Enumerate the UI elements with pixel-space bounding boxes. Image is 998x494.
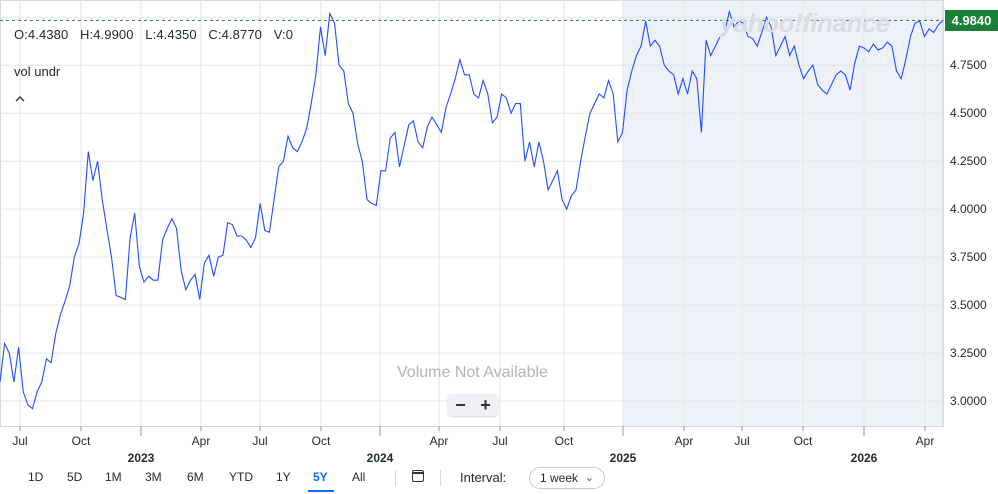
y-tick-label: 4.5000 <box>950 106 987 120</box>
x-month-label: Apr <box>916 434 935 448</box>
highlight-band-2025 <box>623 0 864 426</box>
highlight-band-2026 <box>864 0 943 426</box>
x-month-label: Jul <box>252 434 267 448</box>
zoom-in-button[interactable]: + <box>480 395 491 415</box>
range-toolbar: 1D 5D 1M 3M 6M YTD 1Y 5Y All Interval: 1… <box>0 462 998 494</box>
range-3m-button[interactable]: 3M <box>145 470 162 484</box>
y-tick-label: 4.0000 <box>950 202 987 216</box>
interval-select[interactable]: 1 week ⌄ <box>529 467 605 489</box>
volume-not-available: Volume Not Available <box>397 364 548 381</box>
volume-indicator-label[interactable]: vol undr <box>14 64 61 79</box>
x-month-label: Oct <box>555 434 574 448</box>
yahoo-finance-watermark: yahoo!finance <box>720 8 890 38</box>
x-year-label: 2026 <box>851 451 878 465</box>
interval-label: Interval: <box>460 470 507 485</box>
x-month-label: Apr <box>675 434 694 448</box>
interval-value: 1 week <box>540 471 579 485</box>
range-all-button[interactable]: All <box>352 470 366 484</box>
range-1y-button[interactable]: 1Y <box>276 470 291 484</box>
y-tick-label: 3.0000 <box>950 394 987 408</box>
range-5d-button[interactable]: 5D <box>67 470 83 484</box>
x-month-label: Oct <box>312 434 331 448</box>
x-year-label: 2025 <box>610 451 637 465</box>
high-value: H:4.9900 <box>80 27 134 42</box>
x-year-label: 2024 <box>367 451 394 465</box>
range-1d-button[interactable]: 1D <box>28 470 44 484</box>
range-1m-button[interactable]: 1M <box>105 470 122 484</box>
y-tick-label: 3.7500 <box>950 250 987 264</box>
x-month-label: Jul <box>492 434 507 448</box>
y-tick-label: 3.5000 <box>950 298 987 312</box>
open-value: O:4.4380 <box>14 27 69 42</box>
x-month-label: Jul <box>12 434 27 448</box>
toolbar-divider <box>395 470 396 486</box>
zoom-control: − + <box>448 394 498 416</box>
chevron-down-icon: ⌄ <box>584 472 594 484</box>
toolbar-divider <box>440 470 441 486</box>
ohlc-legend: O:4.4380 H:4.9900 L:4.4350 C:4.8770 V:0 <box>14 27 301 42</box>
active-range-underline <box>308 490 334 492</box>
x-month-label: Oct <box>794 434 813 448</box>
volume-value: V:0 <box>273 27 294 42</box>
low-value: L:4.4350 <box>145 27 197 42</box>
chevron-up-icon[interactable] <box>14 94 28 106</box>
close-value: C:4.8770 <box>208 27 262 42</box>
price-series-line <box>0 9 944 410</box>
x-month-label: Apr <box>430 434 449 448</box>
x-month-label: Jul <box>734 434 749 448</box>
y-tick-label: 4.2500 <box>950 154 987 168</box>
y-tick-label: 3.2500 <box>950 346 987 360</box>
y-tick-label: 4.7500 <box>950 58 987 72</box>
x-month-label: Oct <box>72 434 91 448</box>
x-year-label: 2023 <box>128 451 155 465</box>
range-ytd-button[interactable]: YTD <box>229 470 253 484</box>
calendar-icon[interactable] <box>412 470 424 482</box>
range-6m-button[interactable]: 6M <box>187 470 204 484</box>
x-month-label: Apr <box>192 434 211 448</box>
range-5y-button[interactable]: 5Y <box>313 470 328 484</box>
zoom-out-button[interactable]: − <box>455 395 466 415</box>
current-price-tag: 4.9840 <box>945 9 998 31</box>
